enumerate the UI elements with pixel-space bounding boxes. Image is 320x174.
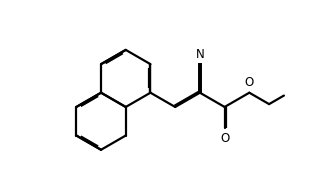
- Text: O: O: [245, 76, 254, 89]
- Text: O: O: [220, 132, 229, 145]
- Text: N: N: [196, 48, 204, 61]
